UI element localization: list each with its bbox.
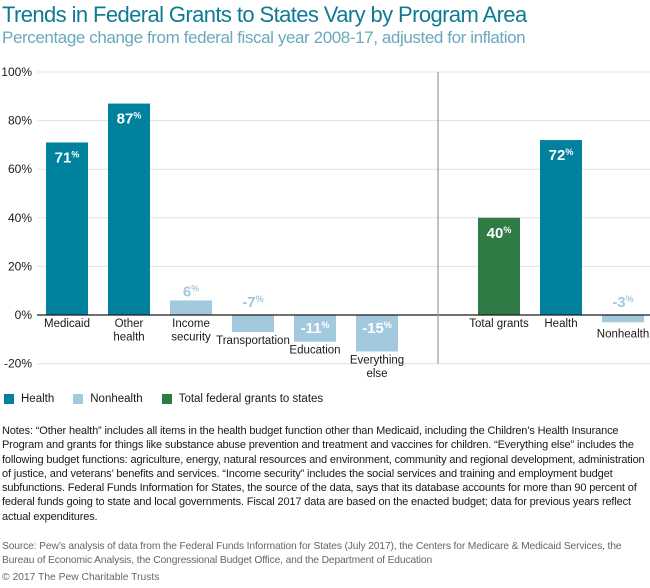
value-label: -3% xyxy=(612,294,633,311)
bar xyxy=(540,140,582,315)
value-suffix: % xyxy=(191,283,199,293)
value-label: -7% xyxy=(242,294,263,311)
bar xyxy=(46,142,88,315)
value-labels: 71%87%6%-7%-11% -15%40%72%-3% xyxy=(55,111,634,337)
legend-swatch-nonhealth xyxy=(73,394,84,404)
legend-label-total: Total federal grants to states xyxy=(178,393,324,405)
y-tick-label: 60% xyxy=(8,162,32,176)
category-label-line: Health xyxy=(544,318,577,330)
category-label-line: Education xyxy=(289,345,340,357)
value-number: 6 xyxy=(183,283,191,300)
value-suffix: % xyxy=(565,147,573,157)
value-number: 71 xyxy=(55,149,72,166)
copyright: © 2017 The Pew Charitable Trusts xyxy=(2,572,160,583)
bar-chart: 100%80%60%40%20%0%-20% 71%87%6%-7%-11% -1… xyxy=(1,65,650,380)
category-labels: Medicaid Other health Income security Transpo… xyxy=(44,318,649,380)
chart-subtitle: Percentage change from federal fiscal ye… xyxy=(2,28,526,47)
y-tick-label: -20% xyxy=(4,357,32,371)
category-label-line: Everything xyxy=(350,354,404,366)
category-label: Total grants xyxy=(469,318,529,330)
value-number: 72 xyxy=(549,147,566,164)
value-label: 6% xyxy=(183,283,199,300)
legend-swatch-health xyxy=(4,394,14,404)
value-number: -15 xyxy=(362,320,384,337)
value-number: 40 xyxy=(487,225,504,242)
y-axis-ticks: 100% 80% 60% 40% 20% 0% -20% xyxy=(1,65,32,371)
value-number: -7 xyxy=(242,294,255,311)
chart-title: Trends in Federal Grants to States Vary … xyxy=(2,2,527,27)
legend-item-total: Total federal grants to states xyxy=(160,393,323,405)
legend-item-health: Health xyxy=(2,393,54,405)
value-suffix: % xyxy=(133,111,141,121)
value-label: -11% xyxy=(301,320,330,337)
legend-item-nonhealth: Nonhealth xyxy=(71,393,143,405)
y-tick-label: 100% xyxy=(1,65,32,79)
y-tick-label: 40% xyxy=(8,211,32,225)
value-label: -15% xyxy=(362,320,392,337)
y-tick-label: 80% xyxy=(8,114,32,128)
legend-label-nonhealth: Nonhealth xyxy=(90,393,143,405)
category-label-line: else xyxy=(366,368,387,380)
chart-source: Source: Pew’s analysis of data from the … xyxy=(2,541,622,566)
category-label-line: security xyxy=(171,332,211,344)
category-label: Everything else xyxy=(350,354,404,380)
value-label: 72% xyxy=(549,147,574,164)
category-label-line: Transportation xyxy=(216,335,290,347)
category-label-line: Medicaid xyxy=(44,318,90,330)
category-label-line: Other xyxy=(115,318,144,330)
legend: Health Nonhealth Total federal grants to… xyxy=(2,393,340,405)
bar xyxy=(602,315,644,323)
category-label-line: Nonhealth xyxy=(597,328,649,340)
bar xyxy=(232,315,274,333)
category-label: Other health xyxy=(113,318,144,344)
legend-label-health: Health xyxy=(21,393,55,405)
category-label: Transportation xyxy=(216,335,290,347)
value-label: 71% xyxy=(55,149,80,166)
chart-notes: Notes: “Other health” includes all items… xyxy=(2,425,645,523)
category-label-line: Income xyxy=(172,318,210,330)
value-suffix: % xyxy=(626,294,634,304)
category-label: Medicaid xyxy=(44,318,90,330)
value-suffix: % xyxy=(71,149,79,159)
y-tick-label: 20% xyxy=(8,259,32,273)
category-label: Education xyxy=(289,345,340,357)
category-label: Health xyxy=(544,318,577,330)
category-label-line: Total grants xyxy=(469,318,529,330)
value-number: 87 xyxy=(117,111,134,128)
category-label-line: health xyxy=(113,332,144,344)
bar xyxy=(108,103,150,315)
y-tick-label: 0% xyxy=(15,308,33,322)
value-suffix: % xyxy=(503,225,511,235)
bar xyxy=(294,315,336,342)
category-label: Income security xyxy=(171,318,211,344)
value-suffix: % xyxy=(321,320,329,330)
legend-swatch-total xyxy=(161,394,172,404)
value-label: 40% xyxy=(487,225,512,242)
value-number: -11 xyxy=(301,320,322,337)
value-label: 87% xyxy=(117,111,142,128)
bar xyxy=(478,217,520,315)
value-suffix: % xyxy=(256,294,264,304)
bar xyxy=(356,315,398,352)
bar xyxy=(170,300,212,315)
value-suffix: % xyxy=(384,320,392,330)
category-label: Nonhealth xyxy=(597,328,649,340)
bars xyxy=(46,103,644,352)
value-number: -3 xyxy=(612,294,625,311)
